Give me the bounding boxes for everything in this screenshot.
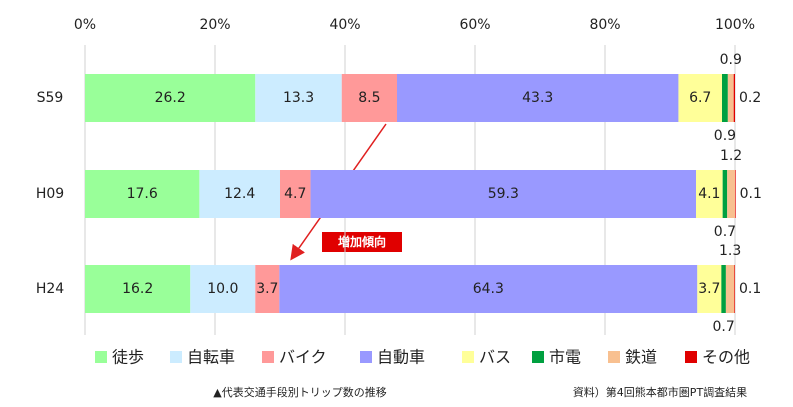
value-label: 1.3 <box>719 243 741 259</box>
value-label: 43.3 <box>522 90 553 106</box>
value-label: 13.3 <box>283 90 314 106</box>
source: 資料）第4回熊本都市圏PT調査結果 <box>573 385 747 399</box>
value-label: 0.1 <box>739 281 761 297</box>
bar-segment <box>255 265 280 313</box>
bar-segment <box>85 74 256 122</box>
bar-segment <box>85 170 200 218</box>
value-label: 0.9 <box>720 52 742 68</box>
footnote: ▲代表交通手段別トリップ数の推移 <box>213 385 386 399</box>
legend-swatch <box>170 351 182 363</box>
value-label: 0.7 <box>714 224 736 240</box>
legend-swatch <box>360 351 372 363</box>
bar-segment <box>255 74 342 122</box>
value-label: 64.3 <box>473 281 504 297</box>
x-tick-label: 80% <box>589 17 620 33</box>
bar-segment <box>734 265 735 313</box>
bar-segment <box>721 265 726 313</box>
bar-segment <box>722 170 728 218</box>
y-tick-label: H24 <box>36 281 64 297</box>
legend-swatch <box>462 351 474 363</box>
bar-segment <box>727 74 734 122</box>
legend-swatch <box>95 351 107 363</box>
bar-segment <box>85 265 191 313</box>
value-label: 4.7 <box>284 186 306 202</box>
bar-segment <box>696 170 723 218</box>
value-label: 17.6 <box>127 186 158 202</box>
annotation: 増加傾向 <box>338 234 386 249</box>
x-tick-label: 100% <box>715 17 755 33</box>
value-label: 4.1 <box>698 186 720 202</box>
legend-label: 徒歩 <box>112 348 144 367</box>
legend-swatch <box>262 351 274 363</box>
value-label: 12.4 <box>224 186 255 202</box>
legend-swatch <box>608 351 620 363</box>
bar-segment <box>678 74 722 122</box>
x-tick-label: 60% <box>459 17 490 33</box>
legend-label: 自転車 <box>187 348 235 367</box>
bar-segment <box>190 265 256 313</box>
value-label: 1.2 <box>720 148 742 164</box>
value-label: 26.2 <box>155 90 186 106</box>
bar-segment <box>727 170 735 218</box>
legend-label: 市電 <box>549 348 581 367</box>
value-label: 8.5 <box>358 90 380 106</box>
value-label: 3.7 <box>256 281 278 297</box>
bar-segment <box>341 74 397 122</box>
value-label: 59.3 <box>488 186 519 202</box>
bar-segment <box>279 265 698 313</box>
value-label: 0.2 <box>739 90 761 106</box>
legend-swatch <box>685 351 697 363</box>
value-label: 10.0 <box>207 281 238 297</box>
legend-label: 鉄道 <box>625 348 657 367</box>
value-label: 6.7 <box>689 90 711 106</box>
legend-label: バイク <box>279 348 327 367</box>
value-label: 0.7 <box>712 319 734 335</box>
value-label: 0.9 <box>714 128 736 144</box>
y-tick-label: S59 <box>37 90 64 106</box>
bar-segment <box>733 74 735 122</box>
value-label: 16.2 <box>122 281 153 297</box>
bar-segment <box>735 170 736 218</box>
legend-label: 自動車 <box>377 348 425 367</box>
value-label: 0.1 <box>740 186 762 202</box>
x-tick-label: 40% <box>329 17 360 33</box>
bar-segment <box>722 74 728 122</box>
bar-segment <box>725 265 735 313</box>
bar-segment <box>397 74 679 122</box>
bar-segment <box>280 170 311 218</box>
legend-label: その他 <box>702 348 750 367</box>
legend-swatch <box>532 351 544 363</box>
bar-segment <box>199 170 280 218</box>
bar-segment <box>310 170 696 218</box>
legend-label: バス <box>479 348 511 367</box>
value-label: 3.7 <box>698 281 720 297</box>
x-tick-label: 20% <box>199 17 230 33</box>
y-tick-label: H09 <box>36 186 64 202</box>
bar-segment <box>697 265 722 313</box>
x-tick-label: 0% <box>74 17 96 33</box>
annotation-box <box>322 232 402 252</box>
